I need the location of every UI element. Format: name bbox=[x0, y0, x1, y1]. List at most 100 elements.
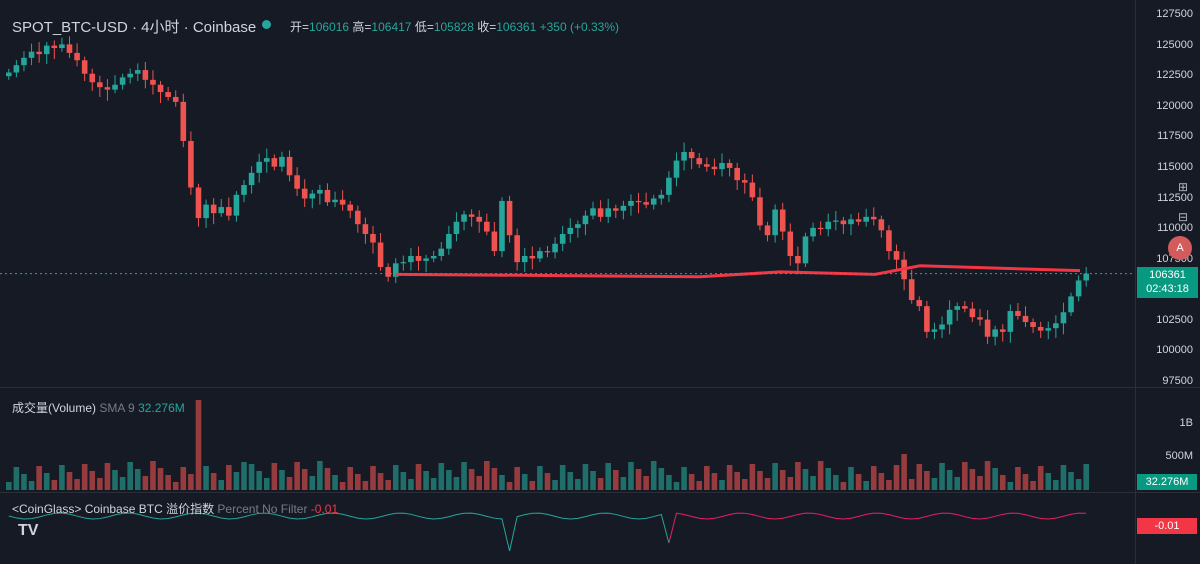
candle-body[interactable] bbox=[430, 255, 437, 259]
candle-body[interactable] bbox=[134, 70, 141, 74]
candle-body[interactable] bbox=[704, 164, 710, 167]
candle-body[interactable] bbox=[962, 306, 968, 309]
candle-body[interactable] bbox=[256, 161, 262, 173]
candle-body[interactable] bbox=[271, 158, 278, 167]
candle-body[interactable] bbox=[924, 306, 930, 332]
candle-body[interactable] bbox=[226, 207, 232, 216]
candle-body[interactable] bbox=[688, 152, 695, 159]
candle-body[interactable] bbox=[1060, 312, 1067, 324]
alert-badge-icon[interactable]: A bbox=[1168, 236, 1192, 260]
candle-body[interactable] bbox=[544, 251, 551, 253]
candle-body[interactable] bbox=[575, 224, 581, 228]
candle-body[interactable] bbox=[939, 324, 945, 330]
premium-pane[interactable] bbox=[0, 493, 1135, 564]
candle-body[interactable] bbox=[408, 255, 414, 263]
candle-body[interactable] bbox=[946, 309, 953, 325]
candle-body[interactable] bbox=[423, 258, 429, 261]
candle-body[interactable] bbox=[658, 194, 665, 199]
candle-body[interactable] bbox=[355, 210, 361, 225]
candle-body[interactable] bbox=[848, 219, 854, 225]
candle-body[interactable] bbox=[13, 65, 20, 73]
candle-body[interactable] bbox=[855, 219, 862, 222]
candle-body[interactable] bbox=[635, 200, 642, 203]
candle-body[interactable] bbox=[582, 215, 589, 225]
candle-body[interactable] bbox=[817, 227, 824, 230]
candle-body[interactable] bbox=[1015, 311, 1021, 316]
candle-body[interactable] bbox=[666, 177, 672, 195]
candle-body[interactable] bbox=[529, 255, 536, 259]
candle-body[interactable] bbox=[1075, 280, 1082, 297]
candle-body[interactable] bbox=[506, 200, 513, 236]
candle-body[interactable] bbox=[104, 87, 111, 90]
price-axis[interactable]: 127500 125000 122500 120000 117500 115000 1125… bbox=[1135, 0, 1200, 387]
candle-body[interactable] bbox=[1068, 296, 1074, 313]
candle-body[interactable] bbox=[127, 73, 133, 78]
candle-body[interactable] bbox=[969, 308, 976, 318]
candle-body[interactable] bbox=[468, 214, 475, 217]
candle-body[interactable] bbox=[400, 262, 407, 264]
candle-body[interactable] bbox=[233, 194, 240, 216]
candle-body[interactable] bbox=[833, 220, 839, 222]
volume-axis[interactable]: 1B 500M bbox=[1135, 388, 1200, 492]
candle-body[interactable] bbox=[711, 166, 718, 170]
candle-body[interactable] bbox=[279, 156, 285, 167]
candle-body[interactable] bbox=[51, 45, 58, 49]
candle-body[interactable] bbox=[1030, 322, 1036, 327]
symbol-title[interactable]: SPOT_BTC-USD · 4小时 · Coinbase bbox=[12, 19, 257, 36]
candle-body[interactable] bbox=[696, 158, 703, 165]
minus-square-icon[interactable]: ⊟ bbox=[1177, 210, 1189, 224]
candle-body[interactable] bbox=[1083, 273, 1089, 281]
candle-body[interactable] bbox=[6, 72, 12, 77]
tradingview-logo-icon[interactable]: TV bbox=[18, 522, 39, 539]
candle-body[interactable] bbox=[757, 197, 763, 226]
candle-body[interactable] bbox=[385, 267, 391, 277]
candle-body[interactable] bbox=[999, 329, 1006, 332]
candle-body[interactable] bbox=[347, 204, 354, 211]
candle-body[interactable] bbox=[165, 92, 171, 97]
candle-body[interactable] bbox=[453, 221, 460, 234]
candle-body[interactable] bbox=[984, 319, 991, 337]
candle-body[interactable] bbox=[863, 216, 869, 222]
candle-body[interactable] bbox=[772, 209, 778, 236]
candle-body[interactable] bbox=[521, 255, 528, 263]
candle-body[interactable] bbox=[241, 185, 247, 195]
candle-body[interactable] bbox=[499, 200, 505, 252]
candle-body[interactable] bbox=[74, 52, 80, 61]
candle-body[interactable] bbox=[476, 216, 483, 222]
candle-body[interactable] bbox=[142, 70, 149, 80]
candle-body[interactable] bbox=[1045, 328, 1052, 331]
candle-body[interactable] bbox=[446, 233, 452, 249]
candle-body[interactable] bbox=[484, 221, 490, 232]
candle-body[interactable] bbox=[552, 243, 558, 253]
candle-body[interactable] bbox=[559, 233, 566, 244]
candle-body[interactable] bbox=[112, 84, 118, 90]
candle-body[interactable] bbox=[787, 231, 794, 256]
candle-body[interactable] bbox=[188, 141, 194, 188]
candle-body[interactable] bbox=[59, 44, 65, 49]
candle-body[interactable] bbox=[81, 60, 88, 74]
candle-body[interactable] bbox=[415, 255, 422, 261]
candle-body[interactable] bbox=[567, 227, 574, 234]
candle-body[interactable] bbox=[119, 77, 126, 85]
candle-body[interactable] bbox=[802, 236, 809, 264]
candle-body[interactable] bbox=[438, 248, 445, 256]
candle-body[interactable] bbox=[681, 152, 687, 161]
candle-body[interactable] bbox=[195, 187, 202, 219]
candle-body[interactable] bbox=[461, 214, 467, 222]
candle-body[interactable] bbox=[21, 57, 27, 66]
volume-pane[interactable] bbox=[0, 388, 1135, 492]
candle-body[interactable] bbox=[977, 317, 983, 320]
candle-body[interactable] bbox=[309, 193, 316, 199]
candle-body[interactable] bbox=[218, 207, 225, 214]
candle-body[interactable] bbox=[362, 224, 369, 234]
candle-body[interactable] bbox=[89, 73, 96, 83]
candle-body[interactable] bbox=[172, 96, 179, 102]
candle-body[interactable] bbox=[916, 300, 923, 307]
candle-body[interactable] bbox=[1053, 323, 1059, 329]
candle-body[interactable] bbox=[301, 188, 308, 199]
candle-body[interactable] bbox=[537, 251, 543, 259]
candle-body[interactable] bbox=[673, 160, 680, 178]
candle-body[interactable] bbox=[590, 208, 596, 216]
trend-line[interactable] bbox=[394, 264, 1081, 279]
candle-body[interactable] bbox=[719, 163, 725, 170]
